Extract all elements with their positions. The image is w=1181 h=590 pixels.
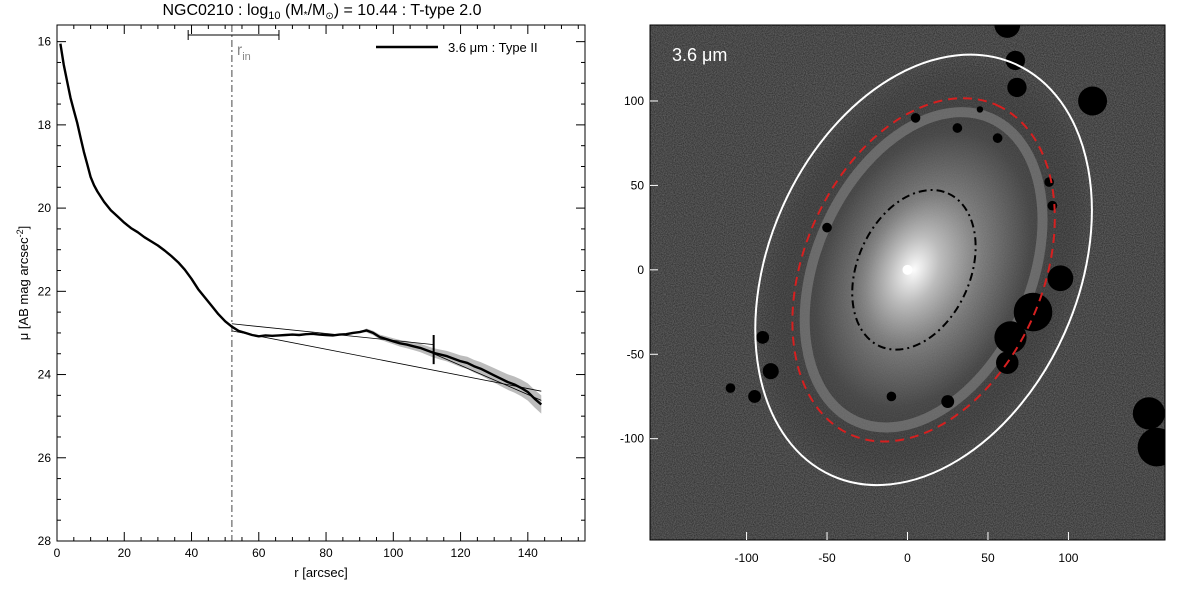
mask-blob [1007, 77, 1027, 98]
x-tick-label: 0 [54, 546, 61, 560]
x-tick-label: 140 [518, 546, 538, 560]
mask-blob [994, 25, 1021, 38]
fit-line-2 [433, 353, 542, 401]
img-y-tick-label: -100 [620, 432, 644, 446]
x-tick-label: 40 [185, 546, 199, 560]
fit-line-1 [231, 330, 542, 392]
img-x-tick-label: 100 [1058, 551, 1078, 565]
x-tick-label: 100 [383, 546, 403, 560]
band-label: 3.6 μm [672, 45, 727, 65]
legend-label: 3.6 μm : Type II [448, 40, 538, 55]
profile-plot-frame [56, 24, 586, 542]
mask-blob [910, 113, 921, 123]
fit-line-0 [231, 323, 434, 345]
img-y-tick-label: 0 [637, 263, 644, 277]
x-axis-label: r [arcsec] [294, 565, 347, 580]
y-tick-label: 28 [38, 534, 52, 548]
image-axes: -100 -50 0 50 100 -100 -50 0 50 100 [620, 94, 1079, 565]
mask-blob [725, 383, 736, 393]
mask-blob [756, 330, 770, 344]
img-y-tick-label: -50 [627, 347, 645, 361]
mask-blob [1044, 177, 1054, 187]
img-y-tick-label: 100 [624, 94, 644, 108]
y-tick-label: 24 [38, 368, 52, 382]
y-tick-label: 22 [38, 284, 52, 298]
profile-panel: NGC0210 : log10 (M*/M⊙) = 10.44 : T-type… [15, 2, 586, 580]
mask-blob [941, 395, 955, 408]
mask-blob [952, 123, 963, 133]
chart-title: NGC0210 : log10 (M*/M⊙) = 10.44 : T-type… [162, 2, 481, 22]
img-x-tick-label: 50 [981, 551, 995, 565]
x-tick-label: 20 [118, 546, 132, 560]
mask-blob [886, 391, 897, 402]
legend: 3.6 μm : Type II [376, 40, 538, 55]
mask-blob [762, 363, 779, 380]
ellipse-r-in [851, 189, 977, 351]
galaxy-nucleus [902, 264, 913, 275]
r-in-label: rin [237, 42, 251, 63]
mask-blob [1132, 397, 1165, 430]
profile-line [59, 43, 543, 406]
x-tick-label: 120 [451, 546, 471, 560]
y-tick-label: 16 [38, 35, 52, 49]
galaxy-image [725, 25, 1165, 487]
mask-blob [1078, 86, 1108, 116]
x-tick-label: 80 [319, 546, 333, 560]
mask-blob [1013, 292, 1053, 332]
mask-blob [992, 133, 1003, 143]
img-x-tick-label: 0 [904, 551, 911, 565]
galaxy-bulge [849, 186, 979, 354]
profile-plot-area: 0 20 40 60 80 100 120 140 16 18 20 22 24 26 28 rin [38, 25, 585, 560]
x-tick-label: 60 [252, 546, 266, 560]
ellipse-break [791, 97, 1056, 443]
mask-blob [976, 106, 984, 113]
mask-blob [748, 390, 762, 403]
mask-blob [1047, 200, 1058, 211]
y-axis-label: μ [AB mag arcsec-2] [15, 226, 31, 341]
ellipse-outer [754, 53, 1093, 487]
image-panel: 3.6 μm -100 -50 0 50 100 -100 -50 0 50 100 [620, 24, 1166, 565]
mask-blob [822, 222, 832, 233]
img-x-tick-label: -50 [818, 551, 836, 565]
y-tick-label: 18 [38, 118, 52, 132]
mask-blob [1047, 265, 1074, 292]
mask-blob [1137, 427, 1165, 467]
y-tick-label: 26 [38, 451, 52, 465]
uncertainty-band [60, 43, 542, 414]
y-tick-label: 20 [38, 201, 52, 215]
img-y-tick-label: 50 [631, 178, 645, 192]
mask-blob [994, 321, 1027, 354]
img-x-tick-label: -100 [735, 551, 759, 565]
